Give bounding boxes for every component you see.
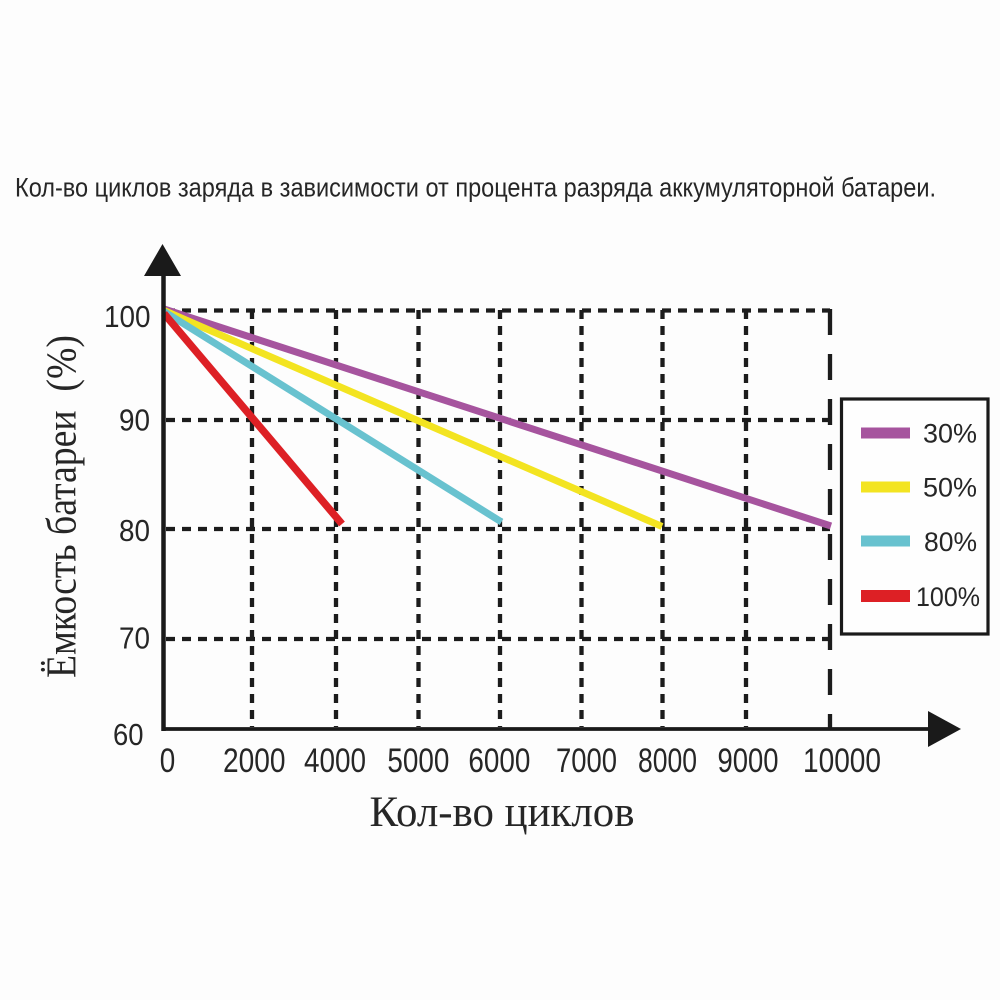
svg-text:30%: 30% (923, 419, 977, 449)
svg-text:10000: 10000 (803, 742, 881, 780)
svg-text:90: 90 (119, 403, 150, 438)
svg-text:70: 70 (119, 621, 150, 656)
svg-text:100%: 100% (916, 582, 980, 612)
svg-text:6000: 6000 (468, 742, 530, 780)
svg-text:50%: 50% (923, 473, 977, 503)
svg-text:80: 80 (119, 513, 150, 548)
svg-text:5000: 5000 (387, 742, 449, 780)
svg-text:60: 60 (113, 717, 144, 752)
svg-text:7000: 7000 (556, 742, 617, 780)
svg-text:100: 100 (104, 299, 151, 334)
svg-text:0: 0 (160, 742, 176, 780)
svg-text:9000: 9000 (718, 742, 779, 780)
svg-text:2000: 2000 (223, 742, 286, 780)
svg-text:Кол-во циклов: Кол-во циклов (370, 789, 635, 836)
svg-text:Ёмкость батареи (%): Ёмкость батареи (%) (40, 335, 86, 678)
svg-text:Кол-во циклов заряда в зависим: Кол-во циклов заряда в зависимости от пр… (15, 173, 936, 203)
svg-text:80%: 80% (924, 527, 977, 557)
svg-text:8000: 8000 (638, 742, 697, 780)
svg-text:4000: 4000 (304, 742, 366, 780)
